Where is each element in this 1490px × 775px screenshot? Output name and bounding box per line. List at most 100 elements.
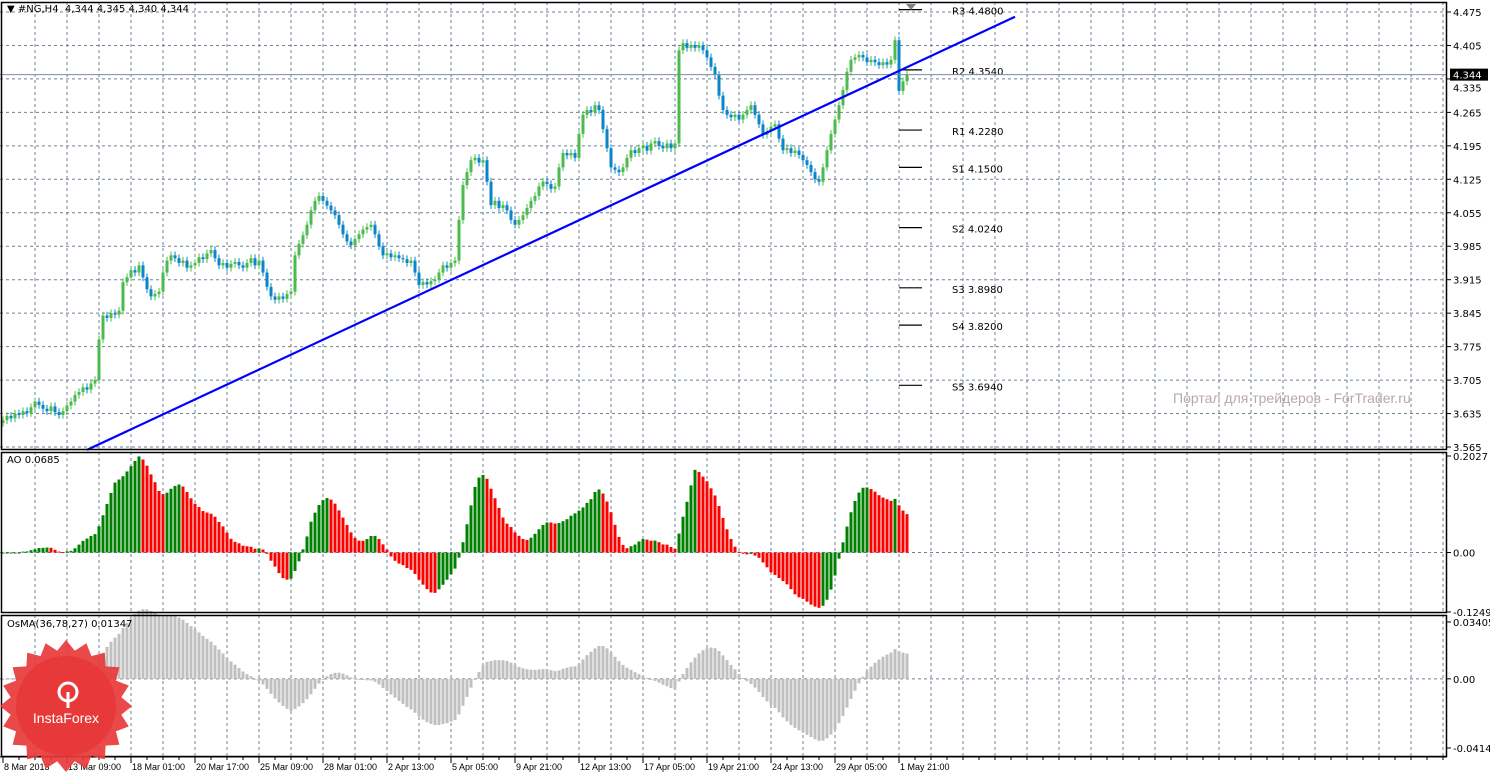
osma-bar [337, 672, 341, 679]
ao-bar [445, 552, 449, 580]
osma-bar [465, 678, 469, 697]
candle-body [749, 105, 753, 110]
ao-bar [629, 546, 633, 553]
ao-bar [685, 501, 689, 553]
y-tick-label: 3.915 [1453, 276, 1482, 287]
osma-bar [165, 614, 169, 679]
y-tick-label: 4.265 [1453, 108, 1482, 119]
candle-body [877, 62, 881, 66]
candle-body [265, 272, 269, 287]
ohlc-label: 4,344 4,345 4,340 4,344 [64, 4, 189, 15]
osma-bar [809, 678, 813, 737]
ao-bar [61, 552, 65, 554]
ao-bar [365, 539, 369, 553]
osma-bar [841, 678, 845, 716]
candle-body [289, 291, 293, 295]
ao-bar [197, 507, 201, 553]
osma-bar [773, 678, 777, 709]
ao-bar [537, 529, 541, 553]
candle-body [533, 196, 537, 201]
osma-histogram [1, 609, 909, 741]
candle-body [581, 114, 585, 134]
ao-bar [177, 484, 181, 553]
osma-bar [449, 678, 453, 722]
ao-bar [761, 552, 765, 563]
candle-body [397, 255, 401, 259]
ao-bar [873, 491, 877, 553]
ao-bar [805, 552, 809, 602]
osma-bar [597, 646, 601, 679]
ao-bar [49, 547, 53, 553]
candle-body [405, 259, 409, 263]
candle-body [205, 253, 209, 260]
candle-body [677, 50, 681, 144]
ao-bar [253, 548, 257, 553]
y-tick-label: 4.335 [1453, 84, 1482, 95]
osma-bar [833, 678, 837, 730]
osma-bar [565, 667, 569, 679]
ao-bar [193, 503, 197, 553]
candle-body [733, 114, 737, 118]
candle-body [601, 109, 605, 130]
osma-bar [905, 653, 909, 679]
candle-body [537, 186, 541, 197]
candle-body [29, 407, 33, 414]
osma-bar [197, 632, 201, 679]
osma-bar [393, 678, 397, 698]
ao-bar [757, 552, 761, 558]
ao-bar [461, 542, 465, 553]
y-tick-label: 4.055 [1453, 209, 1482, 220]
ao-bar [617, 536, 621, 553]
ao-bar [749, 552, 753, 554]
osma-bar [109, 641, 113, 679]
collapse-triangle-icon[interactable]: ▼ [7, 4, 15, 15]
osma-bar [313, 678, 317, 689]
osma-bar [765, 678, 769, 702]
candle-body [593, 105, 597, 113]
osma-bar [881, 656, 885, 679]
candle-body [525, 207, 529, 216]
osma-bar [241, 671, 245, 679]
ao-bar [501, 517, 505, 553]
osma-bar [657, 678, 661, 683]
ao-bar [273, 552, 277, 567]
ao-bar [313, 512, 317, 553]
ao-bar [369, 536, 373, 553]
candle-body [885, 62, 889, 65]
candle-body [189, 265, 193, 268]
candle-body [269, 286, 273, 297]
osma-bar [269, 678, 273, 694]
osma-bar [625, 667, 629, 679]
osma-bar [401, 678, 405, 704]
ao-bar [353, 537, 357, 553]
osma-bar [693, 657, 697, 679]
ao-bar [813, 552, 817, 607]
osma-bar [281, 678, 285, 707]
ao-bar [793, 552, 797, 595]
ao-bar [249, 546, 253, 553]
ao-bar [65, 551, 69, 553]
ao-bar [649, 540, 653, 553]
osma-bar [253, 678, 257, 680]
candle-body [485, 160, 489, 182]
ao-bar [305, 536, 309, 553]
osma-bar [485, 661, 489, 679]
y-tick-label: 0.00 [1453, 549, 1475, 560]
pivot-label: S3 3.8980 [952, 285, 1003, 296]
x-tick-label: 9 Apr 21:00 [516, 762, 562, 772]
candle-body [545, 181, 549, 185]
osma-bar [361, 678, 365, 681]
candle-body [717, 75, 721, 96]
ao-bar [301, 549, 305, 553]
candle-body [857, 55, 861, 58]
osma-bar [861, 676, 865, 679]
osma-bar [289, 678, 293, 711]
shift-marker-icon [906, 4, 916, 10]
ao-bar [449, 552, 453, 575]
candle-body [597, 105, 601, 110]
ao-bar [641, 539, 645, 553]
ao-bar [789, 552, 793, 590]
candle-body [45, 408, 49, 412]
ao-bar [497, 507, 501, 553]
pivot-label: S5 3.6940 [952, 382, 1003, 393]
